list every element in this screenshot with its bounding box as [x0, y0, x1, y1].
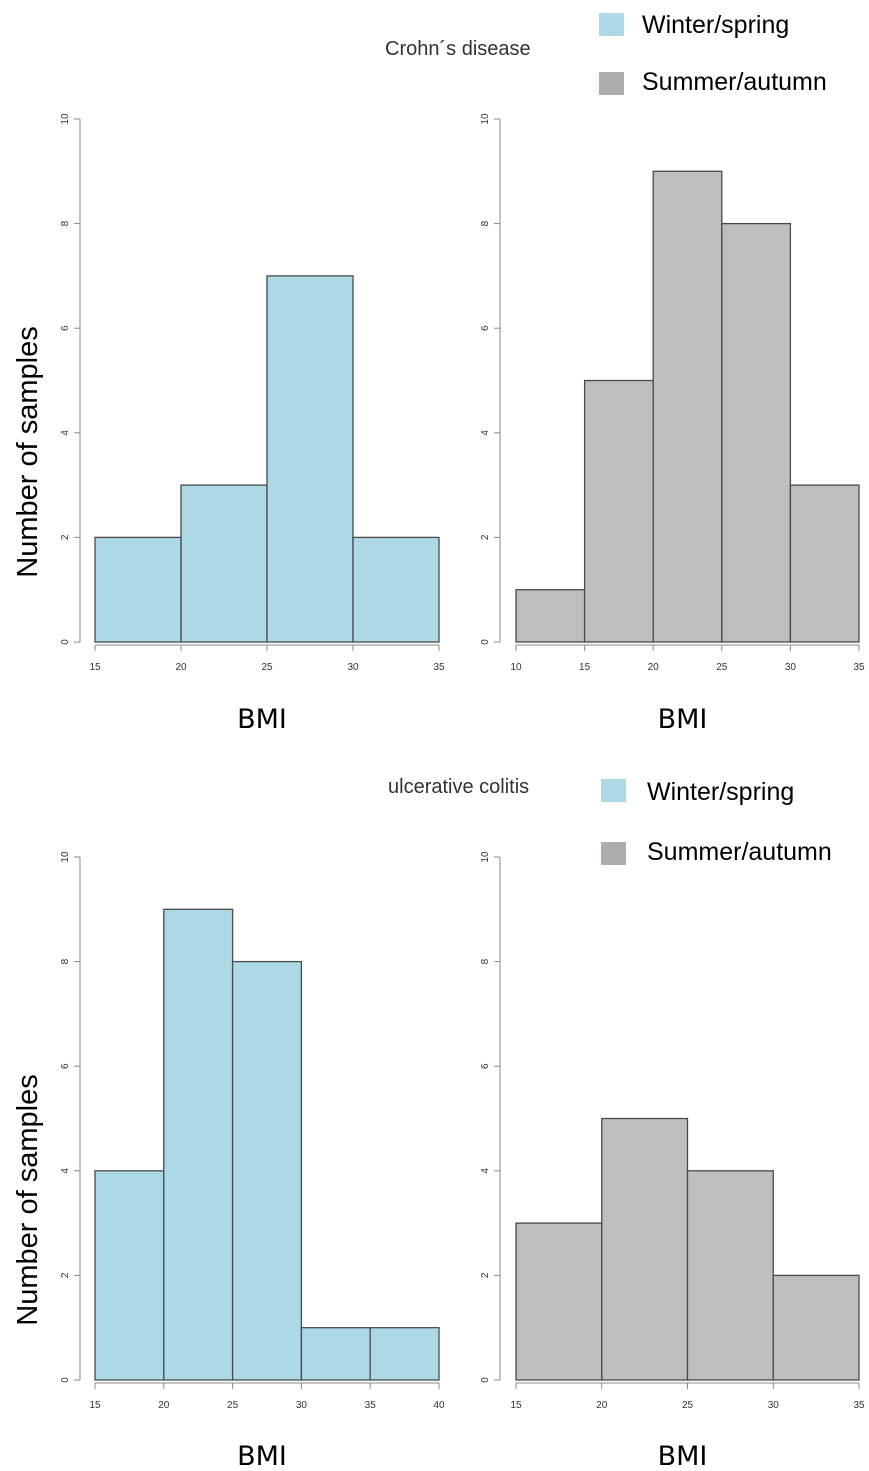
legend-swatch-summer-autumn [601, 842, 626, 865]
histogram-bar [352, 536, 440, 643]
legend-label-summer-autumn: Summer/autumn [647, 838, 832, 866]
y-tick-label: 0 [480, 1377, 491, 1383]
legend-crohns: Winter/spring Summer/autumn [599, 11, 827, 96]
histogram-bar [300, 1327, 371, 1381]
histogram-bar [266, 275, 354, 643]
histogram-uc-summer-autumn: 0 2 4 6 8 10 15 20 25 30 35 BMI [480, 851, 865, 1471]
y-tick-label: 4 [60, 430, 71, 436]
histogram-bar [601, 1117, 689, 1381]
x-tick-label: 25 [227, 1400, 239, 1411]
y-tick-label: 6 [60, 1063, 71, 1069]
x-tick-label: 20 [175, 662, 187, 673]
legend-label-winter-spring: Winter/spring [647, 778, 794, 806]
histogram-bar [686, 1170, 774, 1381]
x-tick-label: 30 [768, 1400, 780, 1411]
y-tick-label: 10 [60, 113, 71, 125]
x-tick-label: 35 [433, 662, 445, 673]
legend-swatch-winter-spring [601, 779, 626, 802]
y-tick-label: 0 [60, 639, 71, 645]
x-tick-label: 25 [716, 662, 728, 673]
x-axis-label: BMI [237, 704, 287, 735]
histogram-crohns-winter-spring: 0 2 4 6 8 10 15 20 25 30 35 BMI [60, 113, 445, 735]
histogram-bar [231, 960, 303, 1381]
x-tick-label: 15 [89, 662, 101, 673]
y-tick-label: 10 [480, 851, 491, 863]
x-tick-label: 30 [296, 1400, 308, 1411]
y-axis-label-ulcerative-colitis: Number of samples [12, 1074, 44, 1325]
y-tick-label: 2 [60, 1272, 71, 1278]
histogram-bar [94, 1170, 165, 1381]
x-tick-label: 20 [596, 1400, 608, 1411]
y-tick-label: 8 [60, 220, 71, 226]
x-tick-label: 30 [347, 662, 359, 673]
x-tick-label: 35 [853, 662, 865, 673]
histogram-bar [583, 379, 654, 643]
x-axis-label: BMI [658, 704, 708, 735]
x-axis-label: BMI [237, 1441, 287, 1471]
y-tick-label: 8 [480, 220, 491, 226]
histogram-bar [721, 222, 792, 643]
x-tick-label: 15 [89, 1400, 101, 1411]
y-tick-label: 8 [60, 958, 71, 964]
y-tick-label: 2 [60, 534, 71, 540]
histogram-crohns-summer-autumn: 0 2 4 6 8 10 10 15 20 25 30 35 BMI [480, 113, 865, 735]
y-tick-label: 0 [60, 1377, 71, 1383]
y-tick-label: 2 [480, 1272, 491, 1278]
y-tick-label: 0 [480, 639, 491, 645]
y-tick-label: 8 [480, 958, 491, 964]
y-tick-label: 4 [60, 1168, 71, 1174]
y-tick-label: 6 [480, 1063, 491, 1069]
section-title-ulcerative-colitis: ulcerative colitis [388, 776, 529, 798]
legend-ulcerative-colitis: Winter/spring Summer/autumn [601, 778, 832, 866]
x-tick-label: 35 [365, 1400, 377, 1411]
histogram-uc-winter-spring: 0 2 4 6 8 10 15 20 25 30 35 40 BMI [60, 851, 445, 1471]
x-tick-label: 40 [433, 1400, 445, 1411]
legend-swatch-summer-autumn [599, 72, 624, 95]
x-tick-label: 15 [579, 662, 591, 673]
y-tick-label: 4 [480, 430, 491, 436]
x-tick-label: 25 [261, 662, 273, 673]
x-tick-label: 35 [853, 1400, 865, 1411]
section-title-crohns: Crohn´s disease [385, 38, 531, 60]
legend-label-winter-spring: Winter/spring [642, 11, 789, 39]
y-tick-label: 10 [480, 113, 491, 125]
histogram-bar [163, 908, 234, 1381]
x-tick-label: 15 [510, 1400, 522, 1411]
x-tick-label: 20 [158, 1400, 170, 1411]
histogram-bar [652, 170, 723, 643]
histogram-bar [369, 1327, 440, 1381]
x-tick-label: 20 [648, 662, 660, 673]
legend-swatch-winter-spring [599, 13, 624, 36]
y-tick-label: 4 [480, 1168, 491, 1174]
y-tick-label: 6 [480, 325, 491, 331]
y-axis-label-crohns: Number of samples [12, 326, 44, 577]
histogram-bar [94, 536, 182, 643]
histogram-bar [789, 484, 860, 643]
y-tick-label: 6 [60, 325, 71, 331]
x-tick-label: 30 [785, 662, 797, 673]
histogram-bar [772, 1274, 860, 1381]
x-tick-label: 25 [682, 1400, 694, 1411]
x-axis-label: BMI [658, 1441, 708, 1471]
y-tick-label: 2 [480, 534, 491, 540]
legend-label-summer-autumn: Summer/autumn [642, 68, 827, 96]
histogram-bar [515, 1222, 603, 1381]
y-tick-label: 10 [60, 851, 71, 863]
x-tick-label: 10 [510, 662, 522, 673]
histogram-bar [515, 589, 586, 643]
histogram-bar [180, 484, 268, 643]
